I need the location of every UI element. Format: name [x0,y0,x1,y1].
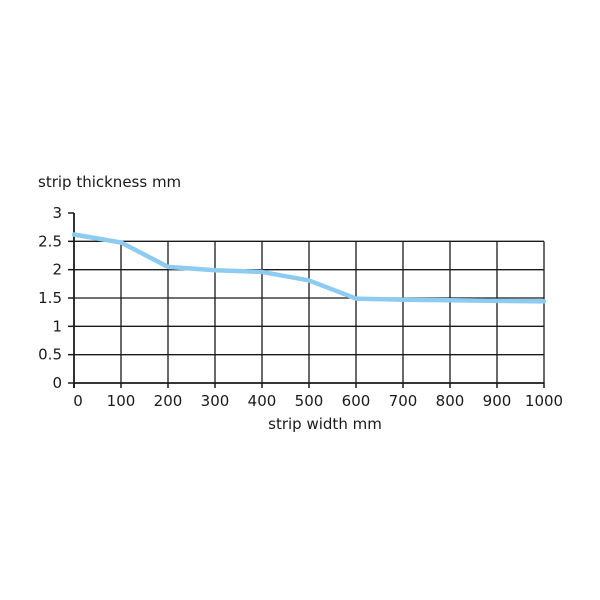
y-tick-label: 1 [52,317,62,335]
y-tick-label: 0.5 [38,346,62,364]
y-axis-title: strip thickness mm [38,173,181,191]
axes [68,212,545,388]
x-tick-label: 1000 [525,392,563,410]
x-tick-label: 0 [73,392,83,410]
x-tick-label: 400 [248,392,277,410]
y-tick-label: 1.5 [38,289,62,307]
plot-grid [74,240,545,383]
x-tick-label: 900 [483,392,512,410]
series-layer [71,232,547,304]
y-tick-label: 0 [52,374,62,392]
x-tick-label: 600 [342,392,371,410]
x-tick-label: 700 [389,392,418,410]
x-axis-title: strip width mm [268,415,382,433]
x-tick-label: 500 [295,392,324,410]
tick-labels: 0 0.5 1 1.5 2 2.5 3 0 100 200 300 400 500 600 700 800 90… [38,204,563,410]
x-tick-label: 200 [154,392,183,410]
y-tick-label: 2 [52,261,62,279]
x-tick-label: 300 [201,392,230,410]
x-tick-label: 100 [107,392,136,410]
y-tick-label: 3 [52,204,62,222]
y-tick-label: 2.5 [38,232,62,250]
x-tick-label: 800 [436,392,465,410]
